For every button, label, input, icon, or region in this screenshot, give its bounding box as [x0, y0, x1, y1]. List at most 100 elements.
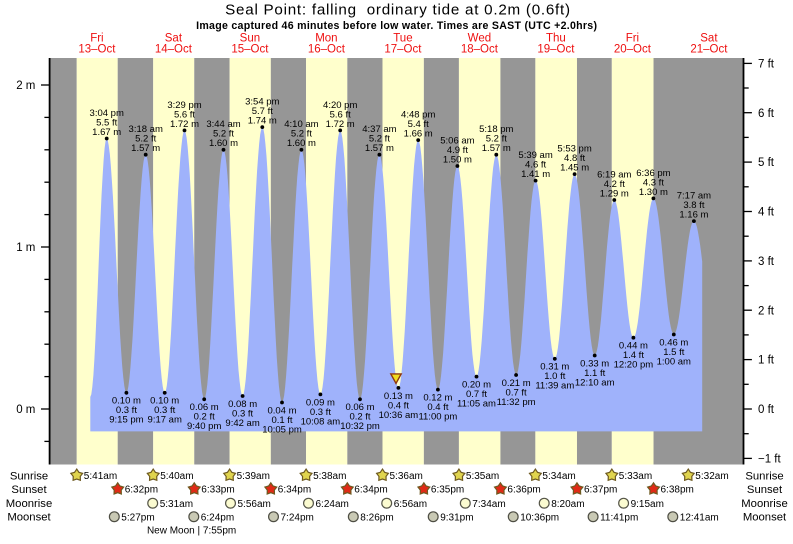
svg-text:1.57 m: 1.57 m	[131, 143, 160, 154]
svg-text:5:56am: 5:56am	[238, 499, 271, 510]
svg-text:2 ft: 2 ft	[758, 305, 775, 317]
svg-text:4.3 ft: 4.3 ft	[643, 177, 664, 188]
svg-text:6:19 am: 6:19 am	[597, 169, 631, 180]
svg-text:5.2 ft: 5.2 ft	[291, 129, 312, 140]
svg-text:3 ft: 3 ft	[758, 256, 775, 268]
svg-text:3:44 am: 3:44 am	[206, 119, 240, 130]
svg-text:0.4 ft: 0.4 ft	[388, 400, 409, 411]
svg-text:5.2 ft: 5.2 ft	[213, 129, 234, 140]
svg-text:Thu: Thu	[546, 33, 566, 45]
svg-text:6:34pm: 6:34pm	[354, 485, 387, 496]
svg-text:Mon: Mon	[315, 33, 337, 45]
svg-text:1.50 m: 1.50 m	[443, 154, 472, 165]
svg-text:7:24pm: 7:24pm	[281, 512, 314, 523]
svg-text:0.09 m: 0.09 m	[306, 397, 335, 408]
svg-text:1.72 m: 1.72 m	[326, 119, 355, 130]
svg-text:0.4 ft: 0.4 ft	[427, 402, 448, 413]
svg-text:0.2 ft: 0.2 ft	[349, 412, 370, 423]
svg-text:1 m: 1 m	[16, 242, 35, 254]
svg-text:0.3 ft: 0.3 ft	[310, 407, 331, 418]
svg-text:5:40am: 5:40am	[160, 471, 193, 482]
svg-text:16–Oct: 16–Oct	[308, 44, 346, 56]
svg-text:0.20 m: 0.20 m	[462, 380, 491, 391]
svg-text:10:32 pm: 10:32 pm	[340, 421, 380, 432]
svg-text:0.08 m: 0.08 m	[228, 399, 257, 410]
svg-text:6:32pm: 6:32pm	[125, 485, 158, 496]
svg-text:4:10 am: 4:10 am	[284, 119, 318, 130]
svg-text:5:36am: 5:36am	[390, 471, 423, 482]
svg-text:5:32am: 5:32am	[695, 471, 728, 482]
svg-text:1.67 m: 1.67 m	[92, 127, 121, 138]
svg-text:1.30 m: 1.30 m	[639, 187, 668, 198]
svg-text:12:41am: 12:41am	[680, 512, 719, 523]
svg-text:Moonrise: Moonrise	[6, 498, 52, 510]
svg-text:5:33am: 5:33am	[619, 471, 652, 482]
svg-text:4.6 ft: 4.6 ft	[525, 160, 546, 171]
svg-text:20–Oct: 20–Oct	[614, 44, 652, 56]
svg-text:6:56am: 6:56am	[394, 499, 427, 510]
svg-text:Tue: Tue	[393, 33, 412, 45]
svg-text:5:35am: 5:35am	[466, 471, 499, 482]
svg-text:8:26pm: 8:26pm	[360, 512, 393, 523]
svg-text:0.06 m: 0.06 m	[190, 402, 219, 413]
svg-text:4:20 pm: 4:20 pm	[323, 100, 357, 111]
svg-text:New Moon | 7:55pm: New Moon | 7:55pm	[147, 526, 236, 537]
svg-text:0.10 m: 0.10 m	[150, 396, 179, 407]
svg-text:10:08 am: 10:08 am	[301, 416, 341, 427]
svg-text:8:20am: 8:20am	[551, 499, 584, 510]
svg-text:4:37 am: 4:37 am	[362, 124, 396, 135]
svg-text:5:06 am: 5:06 am	[440, 135, 474, 146]
svg-text:3:54 pm: 3:54 pm	[245, 97, 279, 108]
svg-text:0.3 ft: 0.3 ft	[154, 405, 175, 416]
svg-text:12:10 am: 12:10 am	[575, 377, 615, 388]
svg-text:1.57 m: 1.57 m	[365, 143, 394, 154]
svg-text:18–Oct: 18–Oct	[461, 44, 499, 56]
svg-text:0.13 m: 0.13 m	[384, 391, 413, 402]
svg-text:1.45 m: 1.45 m	[560, 163, 589, 174]
svg-text:6:24pm: 6:24pm	[201, 512, 234, 523]
svg-text:10:36pm: 10:36pm	[520, 512, 559, 523]
svg-text:5:41am: 5:41am	[84, 471, 117, 482]
svg-text:5.2 ft: 5.2 ft	[486, 134, 507, 145]
svg-text:1.1 ft: 1.1 ft	[584, 368, 605, 379]
svg-text:5.2 ft: 5.2 ft	[369, 134, 390, 145]
svg-text:Moonset: Moonset	[743, 512, 787, 524]
svg-text:Sunrise: Sunrise	[10, 470, 48, 482]
svg-text:7 ft: 7 ft	[758, 59, 775, 71]
svg-text:6:33pm: 6:33pm	[201, 485, 234, 496]
svg-text:1:00 am: 1:00 am	[657, 356, 691, 367]
svg-text:6:36 pm: 6:36 pm	[636, 168, 670, 179]
svg-text:4.9 ft: 4.9 ft	[447, 145, 468, 156]
svg-text:Sat: Sat	[700, 33, 718, 45]
svg-text:5:38am: 5:38am	[313, 471, 346, 482]
svg-text:5:31am: 5:31am	[160, 499, 193, 510]
svg-text:Sunset: Sunset	[11, 484, 47, 496]
svg-text:5.4 ft: 5.4 ft	[408, 119, 429, 130]
svg-text:5:18 pm: 5:18 pm	[479, 124, 513, 135]
svg-text:5:53 pm: 5:53 pm	[557, 144, 591, 155]
svg-text:9:42 am: 9:42 am	[225, 418, 259, 429]
svg-text:11:05 am: 11:05 am	[457, 399, 496, 410]
svg-text:5.6 ft: 5.6 ft	[174, 109, 195, 120]
svg-text:0.3 ft: 0.3 ft	[232, 408, 253, 419]
svg-text:4 ft: 4 ft	[758, 207, 775, 219]
svg-text:9:31pm: 9:31pm	[440, 512, 473, 523]
svg-text:0.7 ft: 0.7 ft	[506, 387, 527, 398]
svg-text:0.33 m: 0.33 m	[580, 358, 609, 369]
svg-text:Moonrise: Moonrise	[741, 498, 787, 510]
svg-text:6:36pm: 6:36pm	[507, 485, 540, 496]
svg-text:9:15 pm: 9:15 pm	[109, 415, 143, 426]
svg-text:6:37pm: 6:37pm	[584, 485, 617, 496]
svg-text:19–Oct: 19–Oct	[537, 44, 575, 56]
svg-text:1.16 m: 1.16 m	[679, 210, 708, 221]
svg-text:5.6 ft: 5.6 ft	[330, 109, 351, 120]
svg-text:0.7 ft: 0.7 ft	[466, 389, 487, 400]
svg-text:9:17 am: 9:17 am	[148, 415, 182, 426]
svg-text:0.10 m: 0.10 m	[112, 396, 141, 407]
svg-text:5:34am: 5:34am	[542, 471, 575, 482]
svg-text:1.60 m: 1.60 m	[287, 138, 316, 149]
svg-text:0.04 m: 0.04 m	[267, 405, 296, 416]
svg-text:1.29 m: 1.29 m	[600, 188, 629, 199]
svg-text:3:04 pm: 3:04 pm	[90, 108, 124, 119]
svg-text:Image captured 46 minutes befo: Image captured 46 minutes before low wat…	[196, 20, 597, 32]
